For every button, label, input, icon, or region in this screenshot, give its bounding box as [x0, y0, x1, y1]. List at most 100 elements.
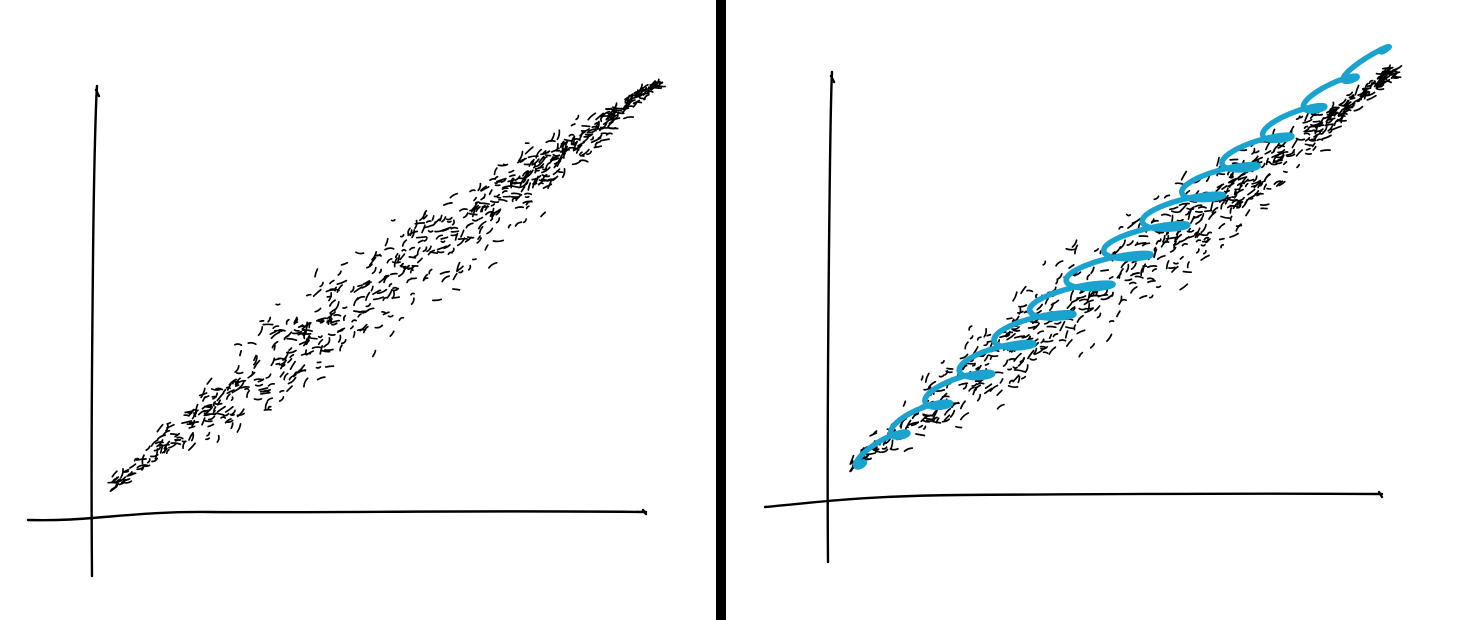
scatter-mark: [1296, 163, 1301, 169]
scatter-mark: [922, 413, 932, 417]
scatter-mark: [1185, 211, 1190, 216]
scatter-mark: [378, 268, 382, 274]
scatter-mark: [1019, 359, 1025, 364]
scatter-mark: [1007, 384, 1019, 389]
scatter-mark: [112, 477, 118, 483]
scatter-mark: [568, 133, 575, 137]
scatter-mark: [1195, 248, 1200, 254]
scatter-mark: [1018, 307, 1022, 315]
scatter-mark: [353, 310, 365, 314]
scatter-mark: [381, 311, 386, 314]
scatter-mark: [512, 185, 520, 189]
scatter-mark: [416, 257, 423, 264]
scatter-mark: [293, 321, 299, 325]
scatter-mark: [1153, 195, 1160, 201]
scatter-mark: [493, 167, 498, 176]
scatter-mark: [450, 230, 460, 233]
scatter-mark: [391, 261, 401, 264]
scatter-mark: [390, 218, 396, 222]
scatter-mark: [451, 219, 455, 226]
scatter-mark: [1196, 233, 1203, 238]
scatter-mark: [1302, 118, 1313, 124]
scatter-mark: [488, 189, 493, 196]
scatter-mark: [409, 246, 416, 251]
scatter-mark: [452, 272, 458, 281]
scatter-mark: [486, 227, 494, 235]
scatter-mark: [1281, 151, 1289, 155]
scatter-mark: [305, 334, 311, 341]
scatter-mark: [1388, 68, 1397, 75]
scatter-mark: [996, 403, 1005, 410]
scatter-mark: [207, 415, 216, 421]
scatter-mark: [213, 406, 217, 412]
scatter-mark: [1141, 263, 1147, 273]
scatter-mark: [1118, 295, 1123, 305]
scatter-mark: [489, 177, 496, 181]
scatter-mark: [349, 325, 354, 330]
scatter-mark: [304, 321, 309, 328]
scatter-mark: [1182, 270, 1193, 274]
scatter-mark: [1245, 209, 1251, 217]
scatter-mark: [593, 145, 603, 149]
scatter-mark: [298, 369, 307, 373]
scatter-mark: [120, 467, 124, 479]
scatter-mark: [127, 472, 137, 476]
scatter-mark: [1017, 375, 1021, 384]
scatter-mark: [450, 226, 459, 230]
scatter-mark: [570, 123, 576, 127]
scatter-mark: [1272, 155, 1277, 164]
scatter-mark: [226, 389, 235, 395]
scatter-mark: [145, 445, 151, 451]
scatter-mark: [561, 140, 569, 150]
scatter-mark: [194, 412, 198, 418]
scatter-mark: [1165, 260, 1170, 270]
scatter-mark: [389, 272, 398, 276]
scatter-mark: [1200, 243, 1206, 247]
scatter-mark: [1078, 307, 1087, 311]
scatter-mark: [1328, 106, 1335, 115]
scatter-mark: [1304, 128, 1310, 133]
scatter-mark: [1316, 138, 1324, 142]
scatter-mark: [1252, 175, 1258, 183]
scatter-mark: [267, 405, 272, 410]
scatter-mark: [254, 383, 264, 387]
scatter-mark: [1134, 275, 1144, 279]
scatter-mark: [476, 237, 482, 244]
scatter-mark: [869, 432, 878, 437]
scatter-mark: [283, 372, 289, 381]
scatter-mark: [1285, 151, 1296, 157]
scatter-mark: [1168, 266, 1176, 270]
scatter-mark: [971, 383, 978, 387]
scatter-mark: [915, 433, 926, 437]
scatter-mark: [1048, 346, 1057, 355]
scatter-mark: [1124, 278, 1133, 282]
scatter-mark: [491, 209, 500, 214]
scatter-mark: [292, 371, 298, 378]
scatter-mark: [502, 185, 514, 189]
scatter-mark: [342, 314, 347, 322]
scatter-mark: [370, 285, 374, 292]
scatter-mark: [445, 216, 453, 221]
scatter-mark: [442, 202, 453, 206]
scatter-mark: [382, 311, 390, 316]
scatter-mark: [1226, 205, 1235, 209]
scatter-mark: [547, 179, 553, 190]
scatter-mark: [522, 170, 529, 177]
scatter-mark: [212, 401, 217, 407]
scatter-mark: [550, 147, 560, 153]
scatter-mark: [477, 182, 482, 192]
scatter-mark: [1052, 333, 1059, 338]
scatter-mark: [923, 425, 927, 430]
scatter-mark: [578, 151, 583, 156]
scatter-mark: [387, 314, 394, 318]
scatter-mark: [1280, 153, 1285, 158]
scatter-mark: [234, 343, 243, 347]
scatter-mark: [524, 146, 534, 155]
scatter-mark: [595, 140, 602, 144]
scatter-mark: [187, 442, 196, 451]
scatter-mark: [1291, 138, 1299, 149]
scatter-mark: [1381, 78, 1391, 85]
scatter-mark: [920, 415, 928, 423]
scatter-mark: [301, 329, 313, 332]
scatter-mark: [422, 214, 428, 220]
